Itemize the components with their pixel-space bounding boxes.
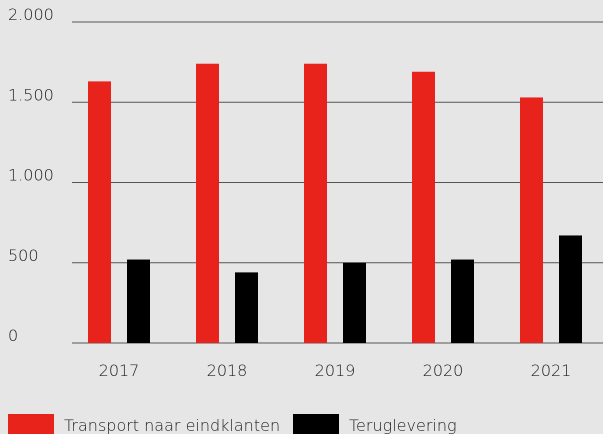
y-tick-label: 2.000 bbox=[8, 5, 54, 24]
bar bbox=[88, 81, 111, 343]
bar bbox=[343, 262, 366, 343]
x-tick-label: 2019 bbox=[315, 361, 356, 380]
y-tick-label: 1.000 bbox=[8, 166, 54, 185]
y-tick-label: 0 bbox=[8, 326, 18, 345]
legend-swatch bbox=[8, 414, 54, 434]
legend-label: Transport naar eindklanten bbox=[64, 416, 280, 434]
bar bbox=[451, 259, 474, 343]
bar bbox=[304, 63, 327, 343]
legend-label: Teruglevering bbox=[349, 416, 457, 434]
bar bbox=[559, 235, 582, 343]
bar bbox=[127, 259, 150, 343]
x-tick-label: 2020 bbox=[423, 361, 464, 380]
y-tick-label: 1.500 bbox=[8, 85, 54, 104]
legend-swatch bbox=[293, 414, 339, 434]
bar bbox=[412, 71, 435, 343]
y-tick-label: 500 bbox=[8, 246, 39, 265]
bar bbox=[520, 97, 543, 343]
x-tick-label: 2021 bbox=[531, 361, 572, 380]
x-tick-label: 2018 bbox=[207, 361, 248, 380]
x-tick-label: 2017 bbox=[99, 361, 140, 380]
bar bbox=[235, 272, 258, 343]
bar bbox=[196, 63, 219, 343]
